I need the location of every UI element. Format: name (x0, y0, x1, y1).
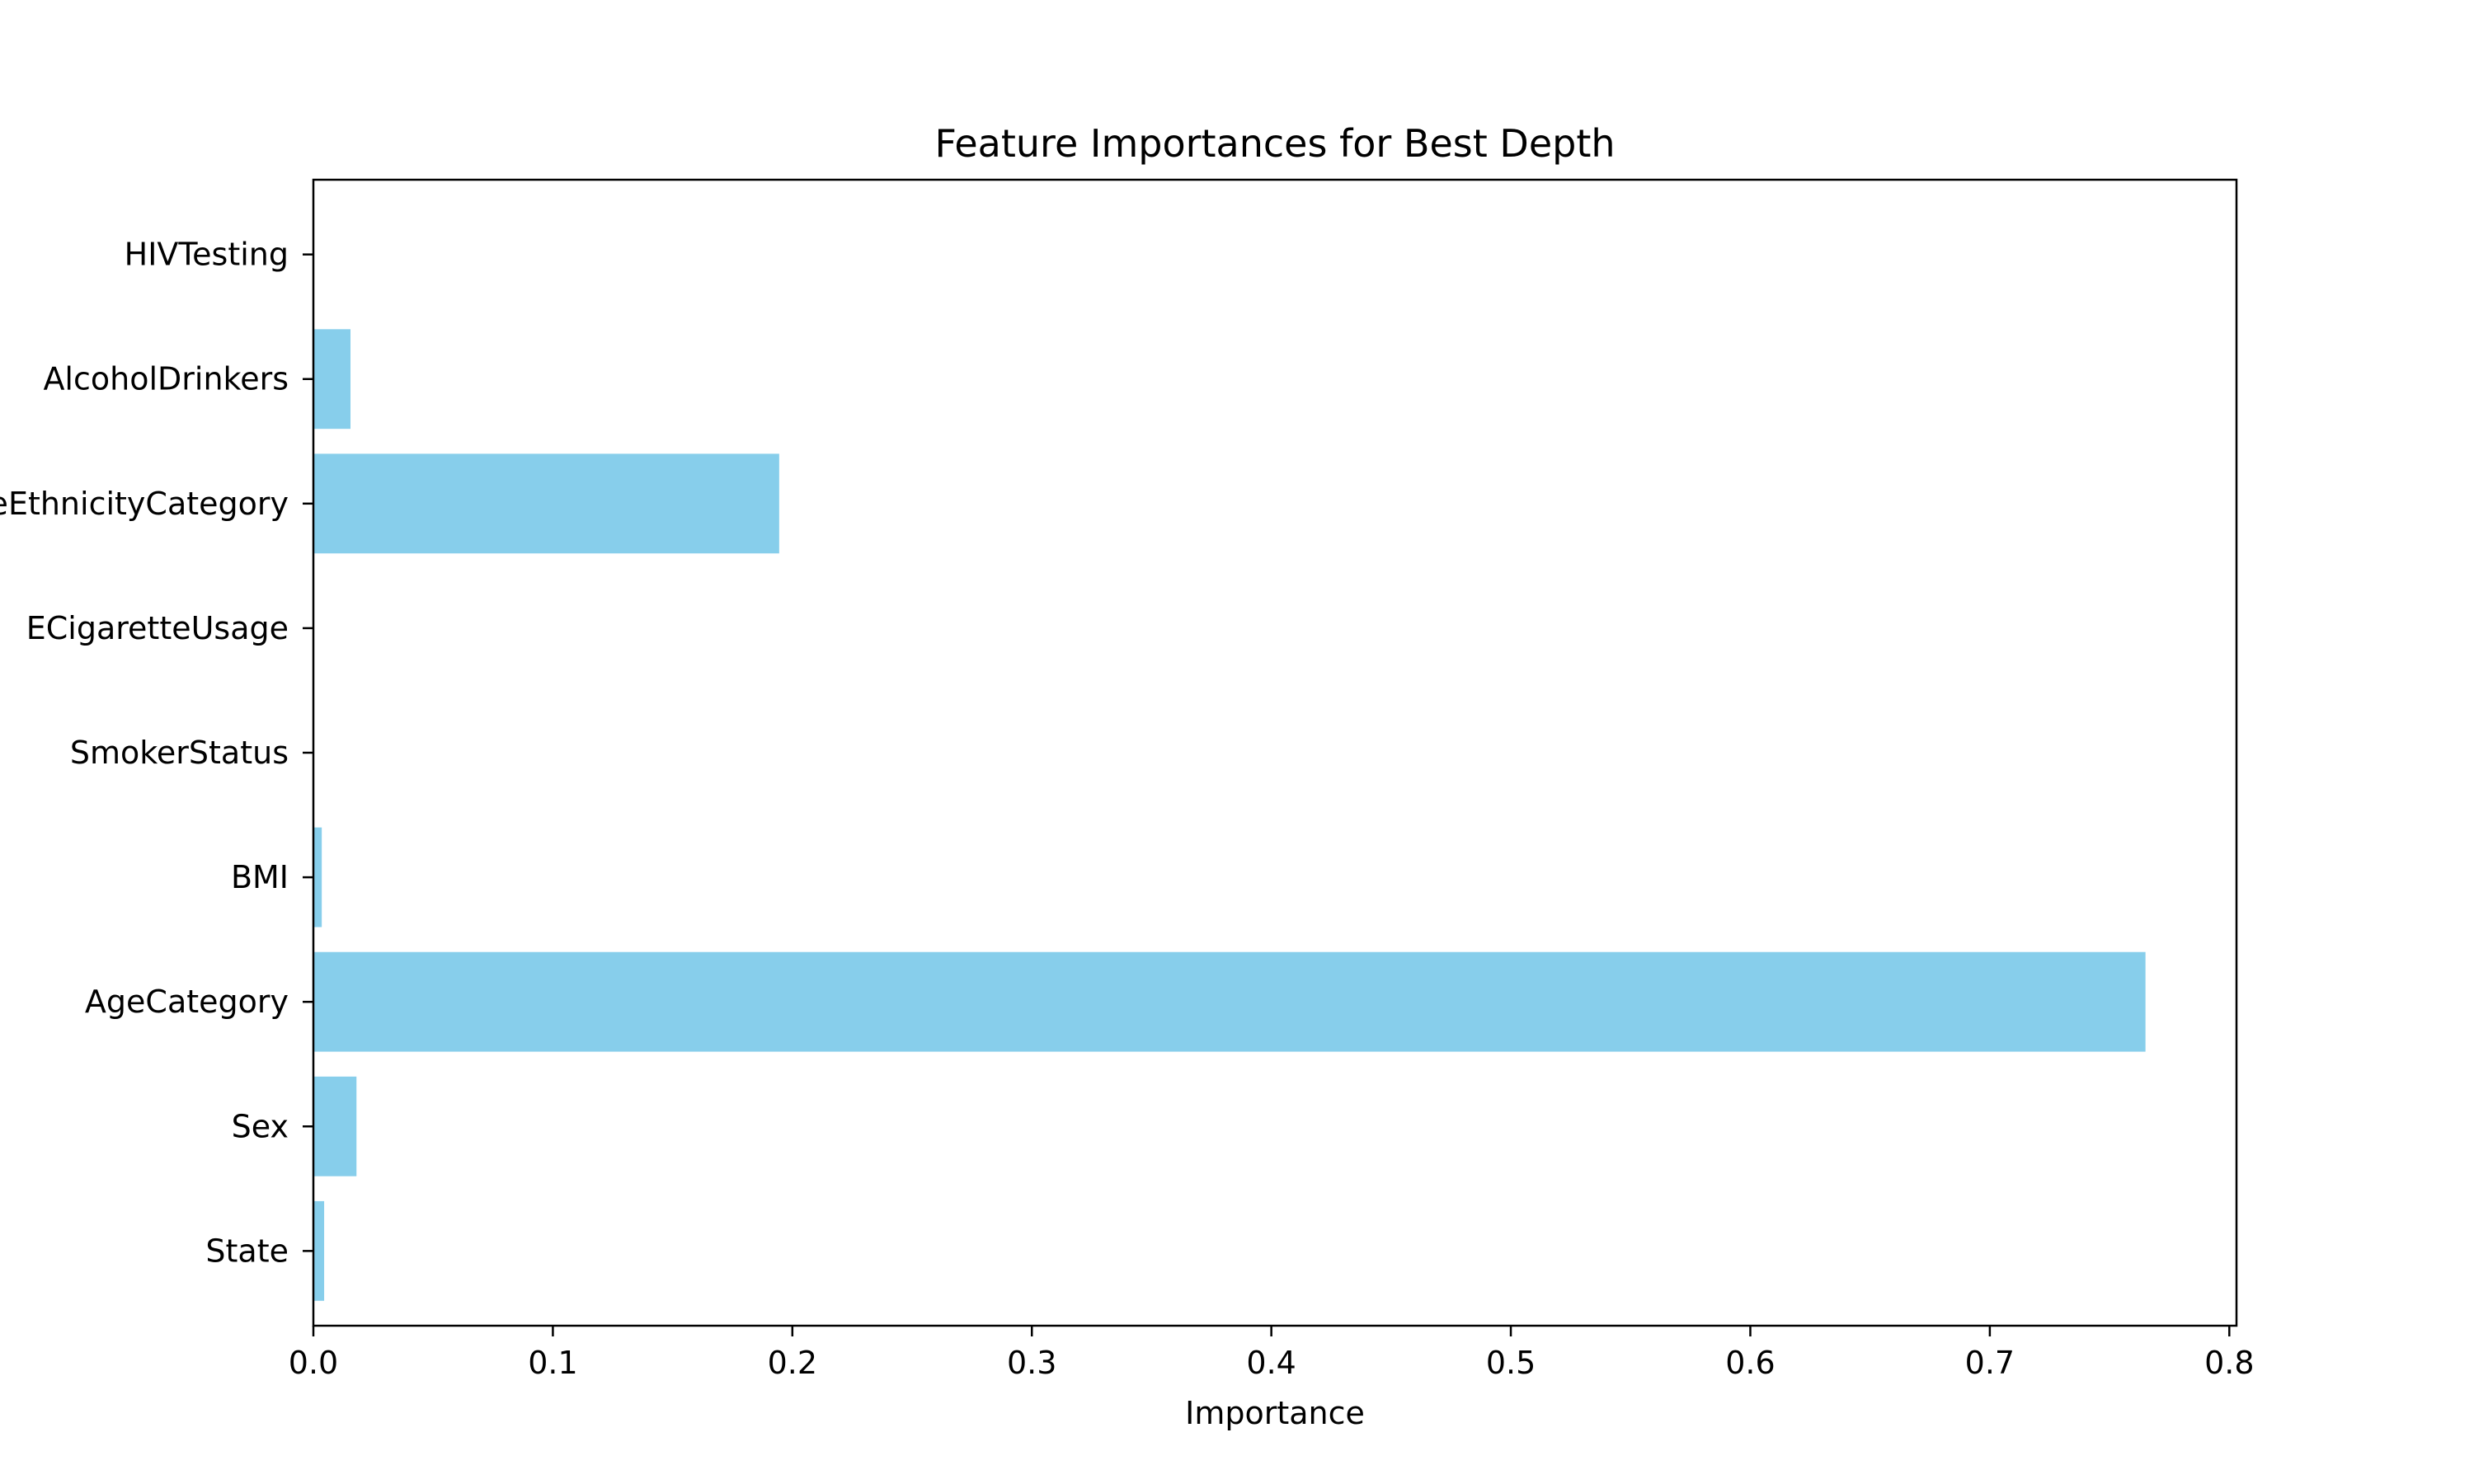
x-tick-label-1: 0.1 (528, 1345, 577, 1381)
x-tick-label-2: 0.2 (768, 1345, 817, 1381)
y-tick-label-bmi: BMI (231, 859, 289, 895)
x-tick-label-3: 0.3 (1007, 1345, 1056, 1381)
bars-group (313, 329, 2146, 1301)
x-tick-label-5: 0.5 (1486, 1345, 1536, 1381)
bar-sex (313, 1076, 357, 1176)
y-tick-label-ecigaretteusage: ECigaretteUsage (26, 610, 289, 646)
y-tick-label-smokerstatus: SmokerStatus (70, 735, 289, 771)
y-tick-label-state: State (205, 1233, 289, 1269)
y-tick-label-agecategory: AgeCategory (85, 984, 289, 1020)
x-axis-label: Importance (1185, 1395, 1365, 1431)
bar-agecategory (313, 951, 2146, 1052)
bar-state (313, 1200, 325, 1301)
x-tick-label-4: 0.4 (1246, 1345, 1296, 1381)
x-axis: 0.0 0.1 0.2 0.3 0.4 0.5 0.6 0.7 0.8 (289, 1326, 2255, 1381)
y-tick-label-sex: Sex (232, 1108, 289, 1144)
y-axis: State Sex AgeCategory BMI SmokerStatus ECigar… (0, 237, 313, 1269)
bar-alcoholdrinkers (313, 329, 351, 430)
x-tick-label-7: 0.7 (1965, 1345, 2015, 1381)
y-tick-label-alcoholdrinkers: AlcoholDrinkers (43, 361, 289, 397)
x-tick-label-0: 0.0 (289, 1345, 338, 1381)
plot-frame (312, 178, 2238, 1327)
y-tick-label-raceethnicitycategory: RaceEthnicityCategory (0, 486, 289, 522)
x-tick-label-6: 0.6 (1725, 1345, 1775, 1381)
bar-bmi (313, 827, 322, 928)
chart-title: Feature Importances for Best Depth (934, 121, 1615, 166)
y-tick-label-hivtesting: HIVTesting (125, 237, 289, 273)
x-tick-label-8: 0.8 (2204, 1345, 2254, 1381)
bar-raceethnicitycategory (313, 453, 779, 554)
